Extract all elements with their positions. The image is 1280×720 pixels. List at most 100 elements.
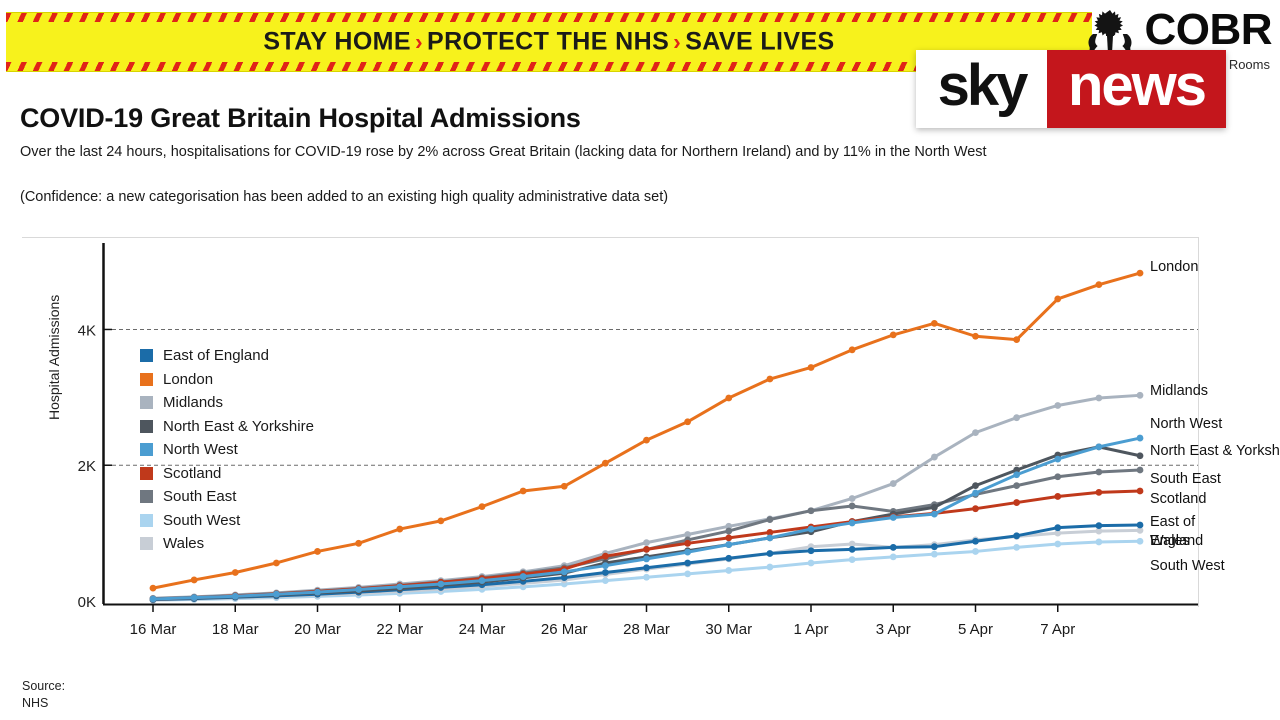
data-point — [807, 547, 815, 555]
data-point — [889, 543, 897, 551]
data-point — [643, 573, 650, 581]
banner-segment-save-lives: SAVE LIVES — [685, 27, 835, 56]
chevron-right-icon-2: › — [673, 28, 682, 55]
data-point — [601, 569, 609, 576]
data-point — [848, 346, 856, 354]
legend-swatch — [140, 349, 153, 363]
data-point — [643, 539, 650, 547]
legend-item[interactable]: North West — [140, 438, 314, 462]
data-point — [972, 489, 979, 497]
data-point — [601, 459, 609, 467]
x-axis-ticks: 16 Mar 18 Mar 20 Mar 22 Mar 24 Mar 26 Mar 28 M… — [130, 605, 1075, 638]
data-point — [889, 331, 897, 339]
legend-swatch — [140, 466, 153, 480]
hazard-stripe-top — [6, 13, 1092, 22]
series-end-label: London — [1150, 259, 1198, 275]
data-point — [355, 586, 363, 593]
series-end-label: Wales — [1150, 533, 1190, 549]
data-point — [1013, 471, 1021, 479]
legend-item[interactable]: East of England — [140, 344, 314, 368]
legend-swatch — [140, 490, 153, 504]
series-end-label: North West — [1150, 416, 1222, 432]
data-point — [684, 570, 692, 578]
x-tick-label: 7 Apr — [1040, 621, 1075, 638]
y-tick-label: 2K — [78, 458, 96, 475]
data-point — [766, 550, 774, 557]
legend-item[interactable]: North East & Yorkshire — [140, 415, 314, 439]
data-point — [231, 592, 239, 600]
x-tick-label: 3 Apr — [876, 621, 911, 638]
data-point — [314, 588, 321, 596]
news-wordmark: news — [1067, 53, 1207, 118]
legend-item[interactable]: Wales — [140, 532, 314, 556]
data-point — [807, 507, 815, 515]
legend-item[interactable]: South East — [140, 485, 314, 509]
data-point — [684, 559, 692, 567]
data-point — [972, 548, 979, 555]
legend-item[interactable]: London — [140, 368, 314, 392]
data-point — [684, 418, 692, 426]
data-point — [1136, 452, 1144, 460]
series-end-labels: London Midlands North West North East & Yor… — [1150, 259, 1280, 574]
legend-swatch — [140, 513, 153, 527]
data-point — [149, 595, 157, 603]
data-point — [684, 531, 692, 538]
x-tick-label: 24 Mar — [459, 621, 506, 638]
data-point — [190, 594, 198, 602]
data-point — [930, 510, 938, 518]
sky-wordmark: sky — [937, 53, 1029, 118]
data-point — [1136, 487, 1144, 495]
data-point — [930, 550, 938, 558]
data-point — [1013, 499, 1021, 506]
data-point — [1136, 527, 1144, 534]
y-tick-label: 4K — [78, 322, 96, 339]
data-point — [930, 453, 938, 461]
data-point — [889, 553, 897, 561]
legend-item-label: London — [163, 370, 214, 388]
data-point — [149, 584, 157, 592]
x-tick-label: 16 Mar — [130, 621, 177, 638]
series-end-label: South West — [1150, 558, 1225, 574]
data-point — [1136, 466, 1144, 474]
axes — [102, 243, 1198, 606]
legend-item[interactable]: Scotland — [140, 462, 314, 486]
data-point — [355, 539, 363, 547]
data-point — [725, 534, 733, 542]
data-point — [1054, 455, 1062, 463]
data-point — [1095, 538, 1103, 546]
legend-item[interactable]: Midlands — [140, 391, 314, 415]
source-label: Source: — [22, 679, 66, 693]
data-point — [972, 505, 979, 513]
data-point — [972, 482, 979, 489]
data-point — [1095, 394, 1103, 402]
data-point — [396, 525, 404, 533]
legend-swatch — [140, 372, 153, 386]
data-point — [807, 559, 815, 567]
legend-swatch — [140, 396, 153, 410]
data-point — [766, 563, 774, 571]
legend-item-label: East of England — [163, 347, 269, 365]
data-point — [601, 577, 609, 585]
data-point — [766, 529, 774, 536]
data-point — [560, 568, 568, 576]
data-point — [1054, 493, 1062, 500]
legend-swatch — [140, 443, 153, 457]
banner-segment-stay-home: STAY HOME — [263, 27, 411, 56]
series-end-label: North East & Yorkshire — [1150, 443, 1280, 459]
data-point — [478, 577, 486, 585]
data-point — [272, 559, 280, 567]
data-point — [643, 546, 650, 553]
data-point — [1095, 468, 1103, 476]
data-point — [1054, 540, 1062, 548]
x-tick-label: 26 Mar — [541, 621, 588, 638]
data-point — [1054, 524, 1062, 532]
sky-news-logo: sky news — [916, 50, 1226, 128]
legend-swatch — [140, 419, 153, 433]
hazard-stripe-bottom — [6, 62, 1092, 71]
legend-item[interactable]: South West — [140, 509, 314, 533]
data-point — [1054, 402, 1062, 409]
cobr-wordmark: COBR — [1144, 5, 1272, 54]
data-point — [807, 364, 815, 371]
data-point — [930, 503, 938, 511]
